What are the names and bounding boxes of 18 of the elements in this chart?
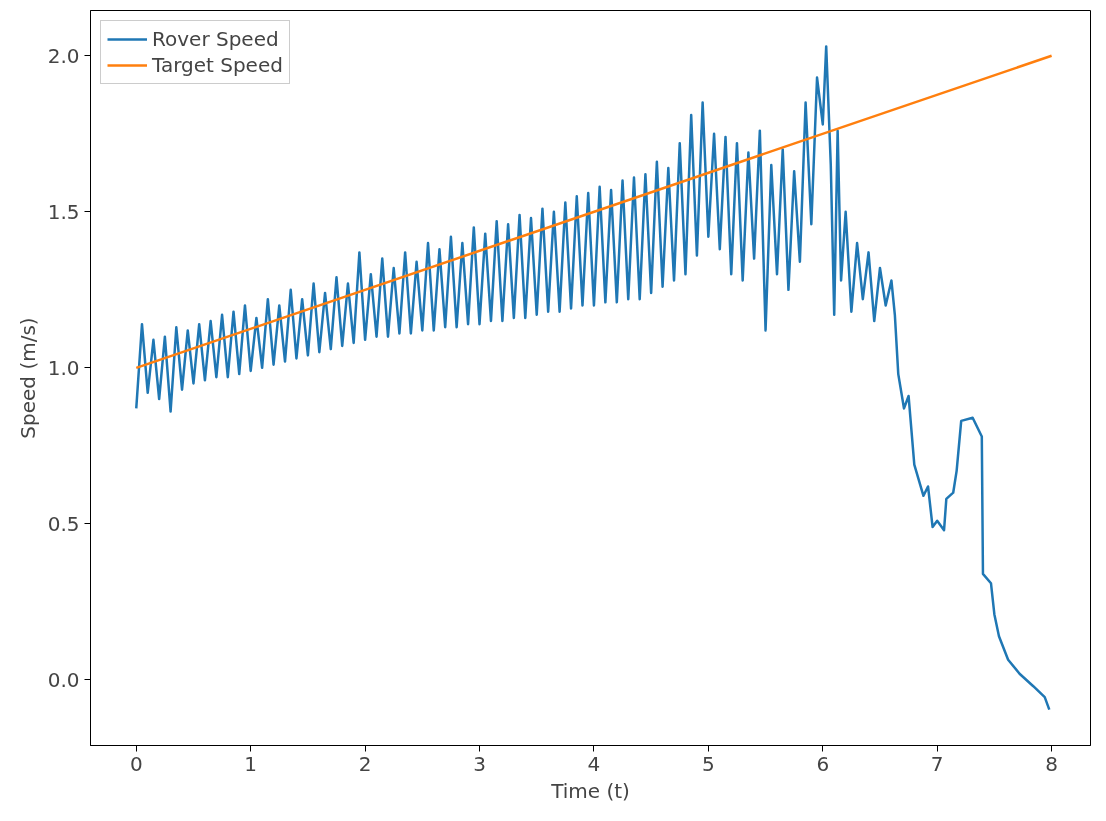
y-tick-label: 1.0 — [47, 355, 80, 380]
y-tick-label: 1.5 — [47, 199, 80, 224]
y-tick-label: 0.5 — [47, 511, 80, 536]
y-axis-title: Speed (m/s) — [15, 317, 40, 439]
legend-label: Target Speed — [152, 53, 283, 77]
x-tick-label: 1 — [244, 751, 258, 776]
x-tick-label: 6 — [816, 751, 830, 776]
x-tick-label: 2 — [358, 751, 372, 776]
legend-label: Rover Speed — [152, 27, 279, 51]
x-tick-label: 5 — [701, 751, 715, 776]
x-tick-label: 3 — [473, 751, 486, 776]
y-tick-label: 2.0 — [47, 43, 80, 68]
x-tick-label: 0 — [129, 751, 143, 776]
x-axis-title: Time (t) — [550, 778, 630, 803]
x-tick-label: 7 — [930, 751, 944, 776]
y-tick-label: 0.0 — [47, 667, 80, 692]
x-tick-label: 8 — [1045, 751, 1058, 776]
x-tick-label: 4 — [587, 751, 601, 776]
